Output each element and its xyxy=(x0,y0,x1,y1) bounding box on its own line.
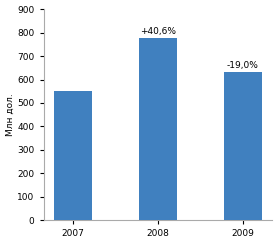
Y-axis label: Млн дол.: Млн дол. xyxy=(6,93,14,136)
Bar xyxy=(139,38,177,220)
Bar xyxy=(54,91,92,220)
Text: -19,0%: -19,0% xyxy=(227,61,259,70)
Bar xyxy=(224,72,262,220)
Text: +40,6%: +40,6% xyxy=(140,27,176,36)
